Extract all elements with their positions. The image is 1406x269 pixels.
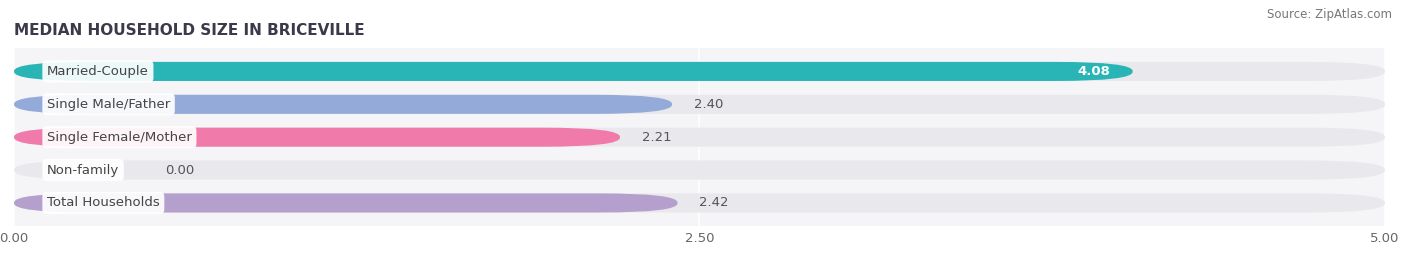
Text: Total Households: Total Households	[46, 196, 160, 210]
Text: 2.42: 2.42	[700, 196, 728, 210]
FancyBboxPatch shape	[14, 62, 1385, 81]
Text: Source: ZipAtlas.com: Source: ZipAtlas.com	[1267, 8, 1392, 21]
FancyBboxPatch shape	[14, 128, 1385, 147]
FancyBboxPatch shape	[14, 193, 678, 213]
Text: 2.21: 2.21	[643, 131, 672, 144]
FancyBboxPatch shape	[14, 95, 1385, 114]
Text: Non-family: Non-family	[46, 164, 120, 176]
FancyBboxPatch shape	[14, 161, 1385, 180]
Text: 0.00: 0.00	[165, 164, 194, 176]
Text: MEDIAN HOUSEHOLD SIZE IN BRICEVILLE: MEDIAN HOUSEHOLD SIZE IN BRICEVILLE	[14, 23, 364, 38]
FancyBboxPatch shape	[14, 95, 672, 114]
Text: 4.08: 4.08	[1078, 65, 1111, 78]
Text: Single Female/Mother: Single Female/Mother	[46, 131, 191, 144]
FancyBboxPatch shape	[14, 62, 1133, 81]
FancyBboxPatch shape	[14, 128, 620, 147]
Text: Single Male/Father: Single Male/Father	[46, 98, 170, 111]
Text: 2.40: 2.40	[695, 98, 723, 111]
Text: Married-Couple: Married-Couple	[46, 65, 149, 78]
FancyBboxPatch shape	[14, 193, 1385, 213]
